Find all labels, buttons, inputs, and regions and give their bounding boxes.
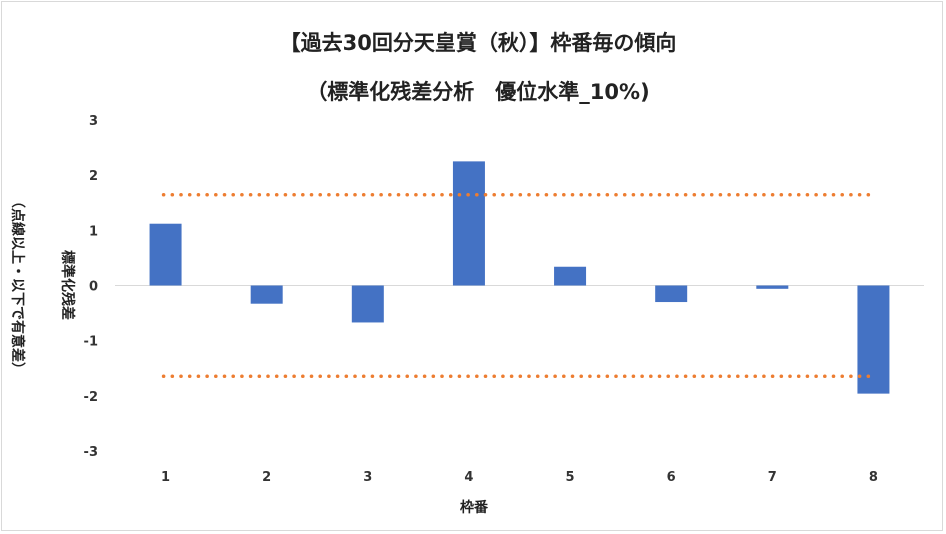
bars-group bbox=[149, 161, 890, 394]
x-tick-label: 7 bbox=[768, 470, 777, 485]
bar-waku-1 bbox=[149, 223, 182, 286]
bar-waku-8 bbox=[857, 285, 890, 394]
y-axis-title-main: 標準化残差 bbox=[59, 250, 76, 320]
x-tick-label: 5 bbox=[566, 470, 575, 485]
y-tick-label: 0 bbox=[89, 280, 98, 295]
bar-waku-2 bbox=[250, 285, 283, 304]
x-axis-ticks: 1 2 3 4 5 6 7 8 bbox=[161, 470, 878, 485]
y-tick-label: 3 bbox=[89, 114, 98, 129]
y-tick-label: -1 bbox=[84, 335, 98, 350]
y-axis-ticks: 3 2 1 0 -1 -2 -3 bbox=[84, 114, 98, 460]
bar-waku-4 bbox=[452, 161, 485, 286]
y-tick-label: 1 bbox=[89, 224, 98, 239]
x-tick-label: 6 bbox=[667, 470, 676, 485]
x-tick-label: 4 bbox=[464, 470, 473, 485]
y-tick-label: -3 bbox=[84, 445, 98, 460]
chart-title-line2: （標準化残差分析 優位水準_10%) bbox=[306, 80, 649, 104]
bar-waku-6 bbox=[655, 285, 688, 303]
x-tick-label: 1 bbox=[161, 470, 170, 485]
y-axis-title-note: （点線以上・以下で有意差） bbox=[9, 194, 26, 376]
x-tick-label: 8 bbox=[869, 470, 878, 485]
chart-title-line1: 【過去30回分天皇賞（秋）】枠番毎の傾向 bbox=[280, 31, 677, 55]
x-tick-label: 3 bbox=[363, 470, 372, 485]
x-tick-label: 2 bbox=[262, 470, 271, 485]
threshold-lines bbox=[161, 193, 874, 378]
x-axis-title: 枠番 bbox=[460, 499, 489, 516]
y-tick-label: 2 bbox=[89, 169, 98, 184]
bar-waku-5 bbox=[554, 266, 587, 286]
y-tick-label: -2 bbox=[84, 390, 98, 405]
bar-waku-3 bbox=[351, 285, 384, 323]
bar-waku-7 bbox=[756, 285, 789, 289]
